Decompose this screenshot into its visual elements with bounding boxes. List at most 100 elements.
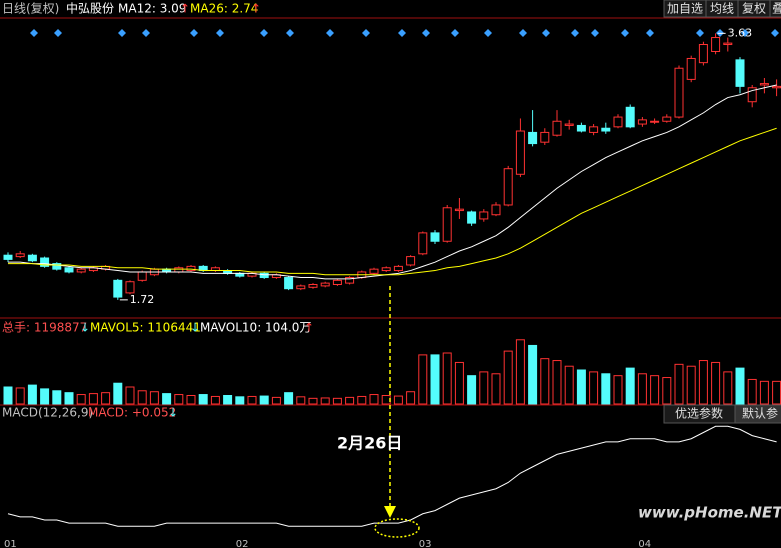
x-tick-label: 02 [236,539,249,548]
candle-body [650,120,660,123]
button-label[interactable]: 默认参 [742,406,778,421]
volume-bar [162,393,172,405]
candle-body [418,232,428,255]
volume-bar [235,396,245,405]
volume-bar [88,393,98,405]
button-label[interactable]: 复权 [742,2,766,16]
volume-bar [406,391,416,405]
candle-body [186,265,196,272]
button-label[interactable]: 加自选 [667,2,703,16]
volume-bar [76,394,86,405]
candle-body [540,131,550,143]
toolbar-button[interactable]: 复权 [737,0,771,18]
signal-diamond [260,29,268,37]
candle-body [320,282,330,287]
candle-body [613,116,623,128]
button-label[interactable]: 优选参数 [675,406,723,421]
volume-bar [564,365,574,405]
candle-body [711,37,721,52]
candle-body [454,208,464,212]
volume-bar [747,378,757,405]
signal-diamond [696,29,704,37]
ma26-arrow: ↑ [251,2,261,16]
volume-bar [723,371,733,405]
signal-diamond [54,29,62,37]
macd-button[interactable]: 默认参 [734,404,781,424]
volume-bar [381,395,391,405]
volume-bar [332,397,342,405]
x-tick-label: 03 [419,539,432,548]
x-tick-label: 04 [638,539,651,548]
volume-bar [15,387,25,405]
macd-button[interactable]: 优选参数 [663,404,736,424]
watermark: www.pHome.NET [638,504,781,522]
volume-bar [711,361,721,405]
volume-bar [430,354,440,405]
candle-body [467,211,477,224]
volume-bar [515,339,525,405]
toolbar-button[interactable]: 叠 [769,0,781,18]
volume-bar [393,395,403,405]
volume-bar [64,392,74,405]
candle-body [576,124,586,132]
signal-diamond [451,29,459,37]
signal-diamond [118,29,126,37]
candle-body [369,268,379,274]
signal-diamond [30,29,38,37]
volume-bar [576,369,586,405]
candle-body [491,204,501,216]
candle-body [759,83,769,86]
min-label: 1.72 [130,293,155,306]
candle-body [552,120,562,136]
volume-bar [247,395,257,405]
volume-bar [650,375,660,405]
button-label[interactable]: 叠 [772,2,781,16]
signal-diamond [190,29,198,37]
signal-diamond [484,29,492,37]
volume-bar [345,396,355,405]
signal-diamond [286,29,294,37]
candle-body [381,267,391,272]
signal-diamond [542,29,550,37]
macd-arrow: ↓ [168,406,178,420]
candle-body [686,57,696,80]
annotation-text: 2月26日 [337,434,402,453]
volume-bar [210,395,220,405]
volume-bar [174,394,184,405]
candle-body [3,254,13,260]
volume-bar [27,384,37,405]
volume-bar [454,361,464,405]
ma26-label: MA26: 2.74 [190,2,258,16]
ma-line [8,84,777,280]
signal-diamond [591,29,599,37]
signal-diamond [398,29,406,37]
macd-line [7,425,777,527]
toolbar-button[interactable]: 均线 [705,0,739,18]
toolbar-button[interactable]: 加自选 [663,0,707,18]
volume-bar [198,394,208,405]
candle-body [308,284,318,288]
volume-bar [467,375,477,405]
volume-bar [271,396,281,405]
volume-total: 总手: 1198877 [2,321,87,335]
volume-bar [186,395,196,405]
candle-body [589,126,599,133]
volume-bar [418,354,428,405]
candle-body [772,85,781,89]
mavol10-arrow: ↑ [304,321,314,335]
button-label[interactable]: 均线 [710,2,734,16]
candle-body [662,116,672,122]
candle-body [52,263,62,270]
volume-bar [503,350,513,405]
volume-bar [137,390,147,405]
mavol5-label: MAVOL5: 1106441 [90,321,201,335]
mavol10-label: MAVOL10: 104.0万 [200,321,311,335]
volume-bar [528,344,538,405]
signal-diamond [422,29,430,37]
volume-bar [625,367,635,405]
volume-bar [125,386,135,405]
candle-body [259,272,269,279]
candle-body [528,131,538,145]
signal-diamond [771,29,779,37]
